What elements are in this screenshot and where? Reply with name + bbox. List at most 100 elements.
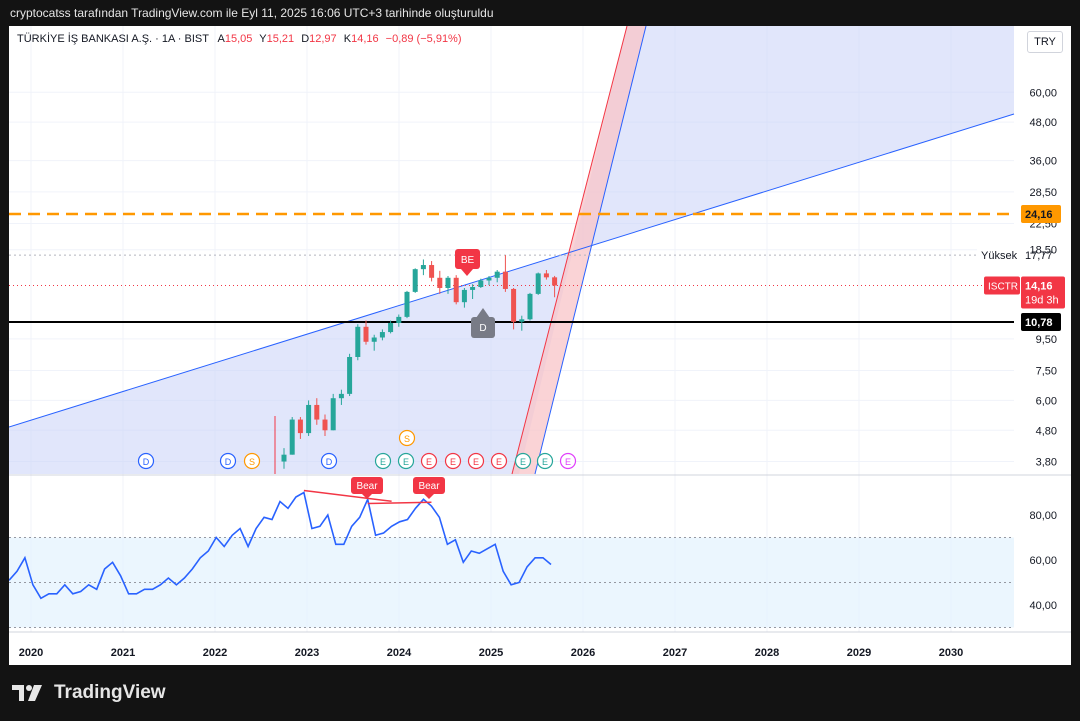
price-tick: 18,50 bbox=[1029, 245, 1057, 257]
candle-body bbox=[355, 326, 361, 357]
price-tick: 7,50 bbox=[1036, 366, 1057, 378]
bear-div-line-1 bbox=[303, 489, 392, 502]
price-tick: 3,80 bbox=[1036, 457, 1057, 469]
badge-2416-text: 24,16 bbox=[1025, 209, 1053, 221]
price-tick: 60,00 bbox=[1029, 87, 1057, 99]
event-label: E bbox=[380, 457, 386, 467]
symbol-tag: ISCTR bbox=[988, 282, 1018, 293]
rsi-tick: 40,00 bbox=[1029, 600, 1057, 612]
bear-label: Bear bbox=[356, 481, 378, 492]
chart-caption: cryptocatss tarafından TradingView.com i… bbox=[10, 6, 494, 20]
low-label: D bbox=[301, 33, 310, 45]
open-label: A bbox=[217, 33, 225, 45]
x-tick-2020: 2020 bbox=[19, 647, 43, 659]
bear-marker: Bear bbox=[351, 477, 383, 499]
x-tick-2021: 2021 bbox=[111, 647, 135, 659]
candle-body bbox=[543, 273, 549, 278]
candle-body bbox=[338, 393, 344, 399]
candle-body bbox=[445, 277, 451, 288]
low-value: 12,97 bbox=[309, 33, 337, 45]
event-label: E bbox=[473, 457, 479, 467]
candle-body bbox=[470, 287, 476, 290]
event-label: E bbox=[403, 457, 409, 467]
high-value: 15,21 bbox=[266, 33, 295, 45]
price-tick: 48,00 bbox=[1029, 117, 1057, 129]
price-tick: 6,00 bbox=[1036, 395, 1057, 407]
event-label: S bbox=[249, 457, 255, 467]
event-marker-e: E bbox=[374, 452, 392, 470]
candle-body bbox=[486, 277, 492, 281]
candle-body bbox=[420, 265, 426, 270]
badge-1078: 10,78 bbox=[1021, 313, 1061, 331]
rsi-tick: 60,00 bbox=[1029, 555, 1057, 567]
candle-body bbox=[371, 337, 377, 342]
chart-frame[interactable]: BE D D D S D E E E E E E E E E S Bear Bear 2020 2021 2022 202… bbox=[9, 26, 1071, 665]
x-tick-2026: 2026 bbox=[571, 647, 595, 659]
candle-body bbox=[461, 289, 467, 303]
high-badge: Yüksek 17,77 bbox=[977, 247, 1053, 264]
high-label: Yüksek bbox=[981, 250, 1018, 262]
x-tick-2027: 2027 bbox=[663, 647, 687, 659]
d-label: D bbox=[479, 323, 486, 334]
rsi-band bbox=[9, 537, 1014, 628]
candle-body bbox=[388, 322, 394, 333]
candle-body bbox=[347, 356, 353, 394]
be-marker: BE bbox=[455, 249, 480, 276]
x-tick-2029: 2029 bbox=[847, 647, 871, 659]
high-label: Y bbox=[259, 33, 267, 45]
candle-body bbox=[404, 291, 410, 317]
event-label: E bbox=[565, 457, 571, 467]
event-marker-d: D bbox=[219, 452, 237, 470]
candle-body bbox=[511, 288, 517, 322]
candle-body bbox=[297, 419, 303, 434]
event-label: D bbox=[326, 457, 333, 467]
candle-body bbox=[412, 269, 418, 292]
badge-2416: 24,16 bbox=[1021, 205, 1061, 223]
symbol-title[interactable]: TÜRKİYE İŞ BANKASI A.Ş. · 1A · BIST bbox=[17, 33, 209, 45]
event-marker-d: D bbox=[137, 452, 155, 470]
event-label: E bbox=[542, 457, 548, 467]
rsi-tick: 80,00 bbox=[1029, 510, 1057, 522]
chart-canvas[interactable]: BE D D D S D E E E E E E E E E S Bear Bear 2020 2021 2022 202… bbox=[9, 26, 1071, 665]
candle-body bbox=[322, 419, 328, 431]
event-marker-e: E bbox=[490, 452, 508, 470]
candle-body bbox=[429, 265, 435, 278]
event-marker-s-upper: S bbox=[398, 429, 416, 447]
event-marker-d: D bbox=[320, 452, 338, 470]
x-tick-2022: 2022 bbox=[203, 647, 227, 659]
price-tick: 9,50 bbox=[1036, 334, 1057, 346]
event-label: E bbox=[426, 457, 432, 467]
close-value: 14,16 bbox=[351, 33, 379, 45]
x-tick-2028: 2028 bbox=[755, 647, 779, 659]
trend-line-lower bbox=[9, 113, 1015, 428]
candle-body bbox=[478, 280, 484, 288]
event-label: E bbox=[496, 457, 502, 467]
last-price-badge: ISCTR 14,16 19d 3h bbox=[984, 276, 1065, 309]
candle-body bbox=[306, 404, 312, 434]
event-marker-e: E bbox=[536, 452, 554, 470]
high-value: 17,77 bbox=[1025, 250, 1053, 262]
candle-body bbox=[519, 319, 525, 322]
x-tick-2030: 2030 bbox=[939, 647, 963, 659]
candle-body bbox=[502, 271, 508, 289]
price-tick: 4,80 bbox=[1036, 425, 1057, 437]
event-label: E bbox=[520, 457, 526, 467]
event-marker-e: E bbox=[420, 452, 438, 470]
be-label: BE bbox=[461, 255, 475, 266]
currency-button[interactable]: TRY bbox=[1027, 31, 1063, 53]
trend-line-steep-blue bbox=[534, 26, 647, 475]
candle-body bbox=[494, 271, 500, 278]
tradingview-logo: TradingView bbox=[12, 682, 166, 704]
symbol-legend: TÜRKİYE İŞ BANKASI A.Ş. · 1A · BIST A 15,… bbox=[17, 33, 466, 45]
candle-body bbox=[363, 326, 369, 342]
candle-body bbox=[453, 277, 459, 303]
x-tick-2023: 2023 bbox=[295, 647, 319, 659]
event-marker-e: E bbox=[559, 452, 577, 470]
badge-1078-text: 10,78 bbox=[1025, 317, 1053, 329]
event-marker-e: E bbox=[514, 452, 532, 470]
x-tick-2024: 2024 bbox=[387, 647, 412, 659]
close-label: K bbox=[343, 33, 352, 45]
event-label: E bbox=[450, 457, 456, 467]
event-marker-e: E bbox=[397, 452, 415, 470]
event-marker-s: S bbox=[243, 452, 261, 470]
